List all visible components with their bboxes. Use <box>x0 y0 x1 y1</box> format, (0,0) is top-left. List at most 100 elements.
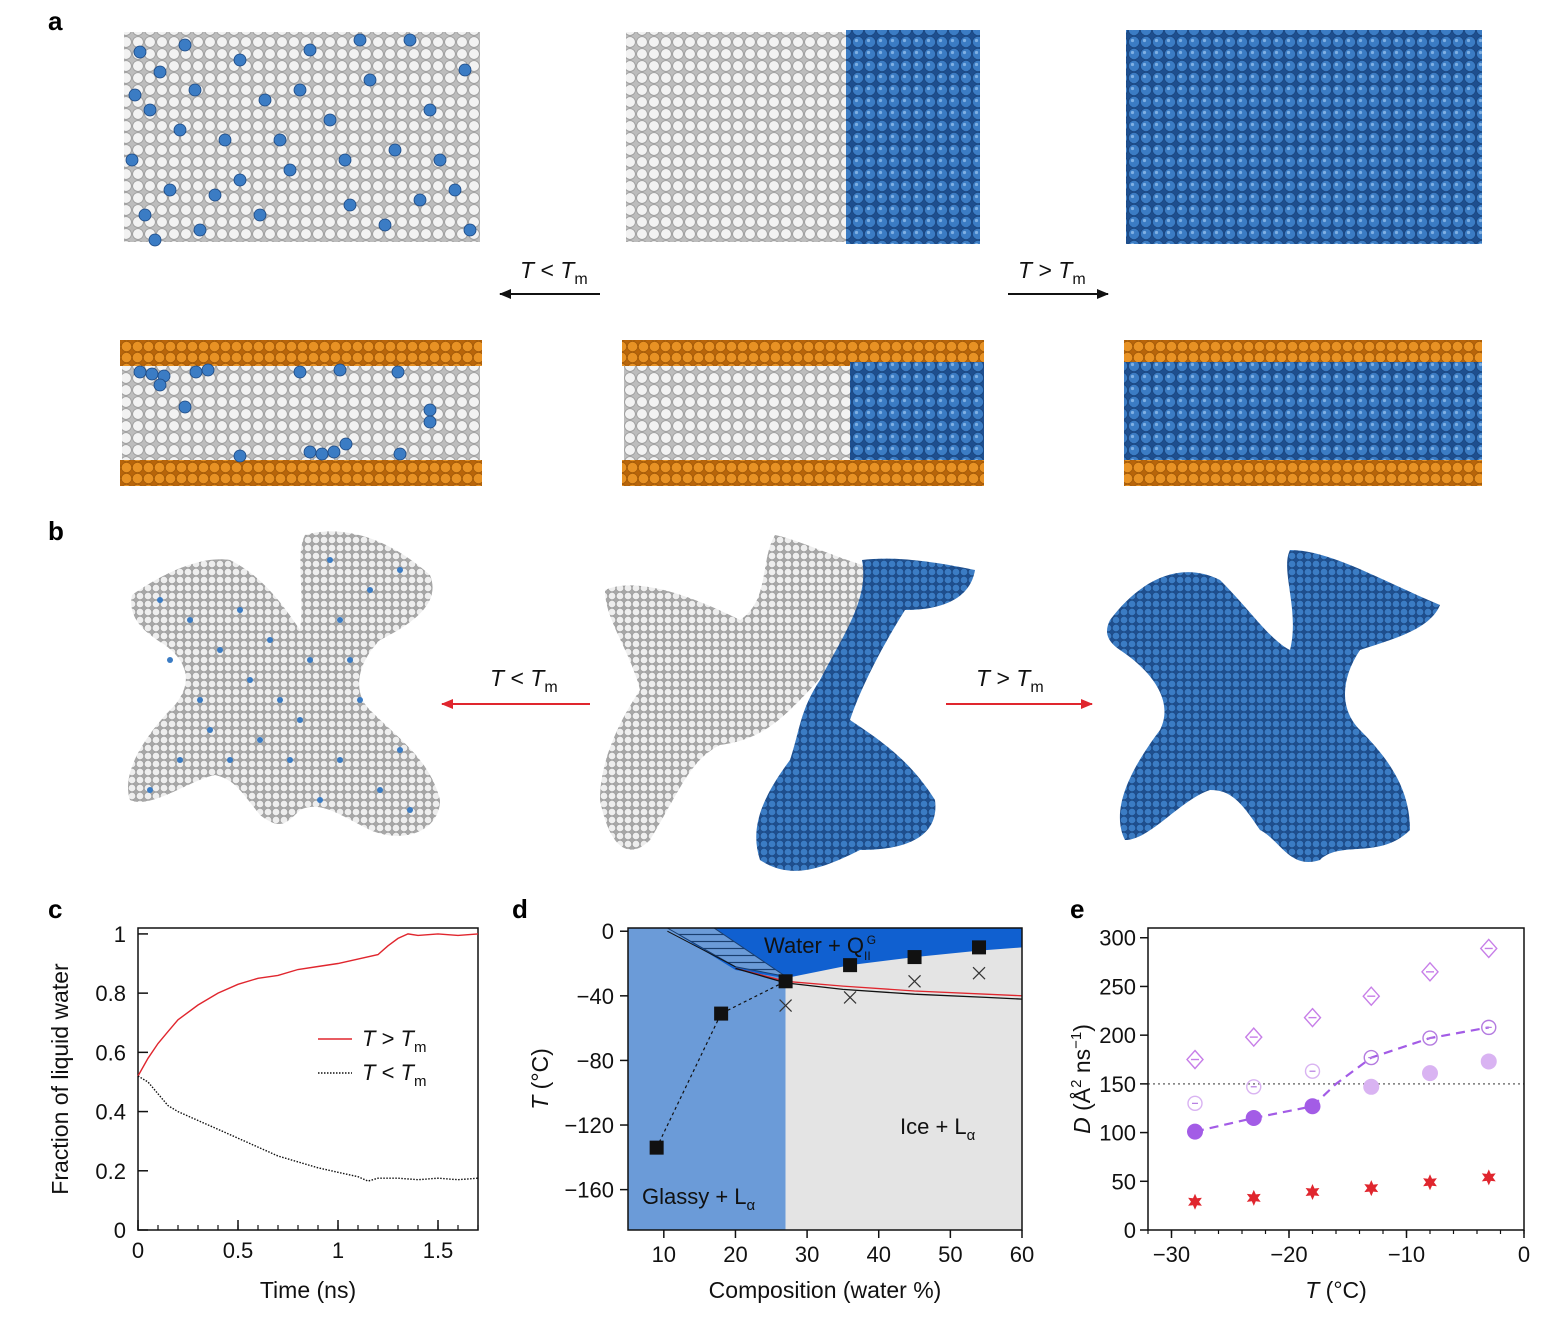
star-marker <box>1364 1180 1379 1197</box>
panel-a-bottom-right-snapshot <box>1124 340 1482 486</box>
panel-a-top-right-snapshot <box>1126 30 1482 244</box>
diamond-marker <box>1186 1049 1204 1070</box>
y-axis-label: D (Å2 ns−1) <box>1068 1024 1095 1134</box>
y-tick-label: 250 <box>1099 974 1136 999</box>
y-tick-label: 0.2 <box>95 1159 126 1184</box>
y-tick-label: 1 <box>114 922 126 947</box>
star-marker <box>1188 1193 1202 1210</box>
x-tick-label: −10 <box>1388 1242 1425 1267</box>
plot-frame <box>627 927 1023 1231</box>
y-tick-label: 0 <box>114 1218 126 1243</box>
light-circle-marker <box>1480 1053 1497 1070</box>
square-marker <box>907 950 922 965</box>
black-line <box>735 967 1023 1000</box>
x-tick-label: 1.5 <box>423 1238 454 1263</box>
y-tick-label: 100 <box>1099 1121 1136 1146</box>
y-tick-label: 0 <box>602 919 614 944</box>
diamond-marker <box>1479 938 1498 959</box>
series-line-below-tm <box>137 1075 479 1182</box>
y-tick-label: 300 <box>1099 926 1136 951</box>
star-marker <box>1423 1174 1437 1191</box>
chart-e: −30 −20 −10 0 0 50 100 150 200 250 300 T (°C) D (Å2 … <box>1068 926 1530 1303</box>
panel-b-letter: b <box>48 516 64 546</box>
legend-label: T < Tm <box>362 1060 426 1090</box>
panel-a-bottom-center-snapshot <box>622 340 984 486</box>
svg-text:T < Tm: T < Tm <box>520 257 588 288</box>
panel-c-letter: c <box>48 894 62 924</box>
y-tick-label: 200 <box>1099 1023 1136 1048</box>
open-circle-marker <box>1187 1095 1203 1112</box>
filled-circle-marker <box>1245 1109 1262 1126</box>
diamond-marker <box>1362 986 1381 1007</box>
x-tick-label: 10 <box>652 1242 676 1267</box>
y-tick-label: −80 <box>577 1048 614 1073</box>
panel-a-letter: a <box>48 6 63 36</box>
y-tick-label: 0 <box>1124 1218 1136 1243</box>
open-circle-marker <box>1422 1030 1438 1046</box>
region-label-glassy: Glassy + Lα <box>642 1184 756 1214</box>
plot-frame <box>137 927 479 1231</box>
filled-circle-marker <box>1304 1098 1321 1115</box>
light-circle-marker <box>1422 1065 1438 1082</box>
star-marker <box>1305 1184 1320 1200</box>
square-marker <box>778 974 793 989</box>
cross-marker <box>972 966 986 980</box>
x-tick-label: 20 <box>723 1242 747 1267</box>
panel-d-letter: d <box>512 894 528 924</box>
open-circle-marker <box>1304 1063 1321 1079</box>
y-tick-label: −120 <box>564 1113 614 1138</box>
panel-a-arrow-right: T > Tm <box>1008 257 1109 299</box>
panel-b-arrow-left: T < Tm <box>441 665 590 709</box>
dashed-fit-line <box>1194 1026 1489 1133</box>
y-axis-label: Fraction of liquid water <box>47 963 73 1195</box>
series-line-above-tm <box>137 933 479 1077</box>
legend-label: T > Tm <box>362 1026 426 1056</box>
y-tick-label: 0.6 <box>95 1040 126 1065</box>
cross-marker <box>779 999 793 1012</box>
x-tick-label: 0 <box>1518 1242 1530 1267</box>
diamond-marker <box>1303 1007 1322 1028</box>
square-marker <box>972 940 987 955</box>
x-tick-label: 30 <box>795 1242 819 1267</box>
chart-c: 0 0.5 1 1.5 0 0.2 0.4 0.6 0.8 1 T > Tm T < Tm Time (… <box>47 922 479 1303</box>
x-axis-label: Time (ns) <box>260 1277 356 1303</box>
star-marker <box>1481 1169 1496 1186</box>
x-axis-label: T (°C) <box>1305 1277 1367 1303</box>
y-tick-label: −160 <box>564 1178 614 1203</box>
light-circle-marker <box>1363 1078 1380 1095</box>
region-ice <box>785 928 1022 1230</box>
y-tick-label: 50 <box>1112 1169 1136 1194</box>
glass-transition-line <box>667 930 736 968</box>
cross-marker <box>908 974 921 988</box>
y-tick-label: 150 <box>1099 1072 1136 1097</box>
open-circle-marker <box>1246 1079 1262 1095</box>
y-tick-label: 0.8 <box>95 981 126 1006</box>
panel-b-right-snapshot <box>1107 550 1440 863</box>
open-circle-marker <box>1363 1049 1379 1066</box>
x-tick-label: 60 <box>1010 1242 1034 1267</box>
x-tick-label: 0 <box>132 1238 144 1263</box>
panel-b-left-snapshot <box>128 531 440 836</box>
panel-a-arrow-left: T < Tm <box>499 257 600 299</box>
square-marker <box>714 1006 729 1021</box>
x-tick-label: −20 <box>1270 1242 1307 1267</box>
chart-d: 10 20 30 40 50 60 0 −40 −80 −120 −160 Glassy + Lα Ic… <box>527 919 1034 1303</box>
y-tick-label: 0.4 <box>95 1100 126 1125</box>
open-circle-marker <box>1481 1019 1497 1036</box>
dotted-connector <box>656 980 786 1148</box>
diamond-marker <box>1421 961 1439 982</box>
panel-a-bottom-left-snapshot <box>120 340 482 486</box>
svg-text:T > Tm: T > Tm <box>976 665 1044 696</box>
x-tick-label: 0.5 <box>223 1238 254 1263</box>
svg-text:T < Tm: T < Tm <box>490 665 558 696</box>
svg-text:T > Tm: T > Tm <box>1018 257 1086 288</box>
panel-b-arrow-right: T > Tm <box>946 665 1093 709</box>
y-tick-label: −40 <box>577 984 614 1009</box>
panel-e-letter: e <box>1070 894 1084 924</box>
region-label-water: Water + QIIG <box>764 933 876 963</box>
square-marker <box>649 1140 664 1155</box>
panel-a-top-center-snapshot <box>626 30 980 244</box>
panel-b-center-snapshot <box>600 535 975 871</box>
square-marker <box>843 958 858 973</box>
scattered-water-molecules <box>125 33 477 247</box>
